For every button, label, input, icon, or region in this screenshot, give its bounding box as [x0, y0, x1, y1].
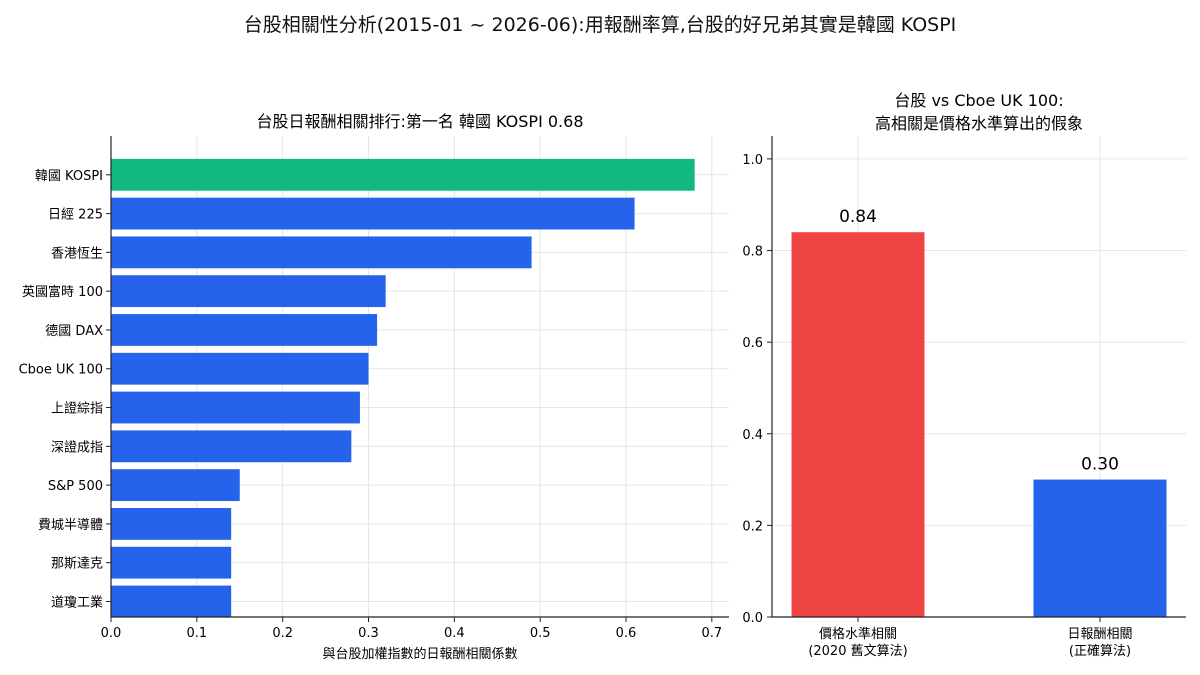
- right-x-tick-label-line1: 價格水準相關: [819, 626, 897, 642]
- left-x-tick-label: 0.4: [444, 626, 465, 641]
- right-y-tick-label: 1.0: [742, 153, 763, 168]
- left-bar: [111, 158, 695, 191]
- left-axes: [106, 136, 729, 622]
- left-y-tick-label: 德國 DAX: [45, 324, 103, 339]
- right-y-tick-label: 0.4: [742, 428, 763, 443]
- left-x-tick-label: 0.7: [701, 626, 722, 641]
- left-x-tick-label: 0.0: [101, 626, 122, 641]
- left-bar: [111, 197, 635, 230]
- right-y-tick-label: 0.0: [742, 611, 763, 626]
- left-bar: [111, 391, 360, 424]
- right-x-tick-label-line1: 日報酬相關: [1067, 627, 1132, 642]
- left-y-tick-label: 香港恆生: [51, 246, 103, 261]
- left-bar: [111, 275, 386, 308]
- left-chart-title: 台股日報酬相關排行:第一名 韓國 KOSPI 0.68: [256, 112, 583, 131]
- left-bar: [111, 236, 532, 269]
- left-bar-chart: 台股日報酬相關排行:第一名 韓國 KOSPI 0.68 韓國 KOSPI 日經 2…: [19, 112, 729, 662]
- right-chart-title: 台股 vs Cboe UK 100:: [894, 91, 1063, 110]
- left-x-tick-label: 0.1: [186, 626, 207, 641]
- left-y-tick-label: Cboe UK 100: [19, 363, 103, 378]
- right-x-tick-labels: 價格水準相關 (2020 舊文算法) 日報酬相關(正確算法): [808, 626, 1132, 659]
- left-bar: [111, 314, 378, 346]
- left-y-tick-label: 韓國 KOSPI: [35, 169, 103, 184]
- right-y-tick-label: 0.6: [742, 336, 763, 351]
- left-x-tick-label: 0.5: [530, 626, 551, 641]
- left-bar: [111, 352, 369, 385]
- left-x-tick-labels: 0.0 0.1 0.2 0.3 0.4 0.5 0.6 0.7: [101, 626, 723, 641]
- right-bars: 0.84 0.30: [791, 207, 1167, 617]
- right-y-tick-label: 0.8: [742, 245, 763, 260]
- right-y-tick-labels: 0.0 0.2 0.4 0.6 0.8 1.0: [742, 153, 763, 626]
- left-y-tick-label: 深證成指: [51, 439, 103, 455]
- left-bar: [111, 430, 352, 463]
- right-bar-data-label: 0.84: [839, 207, 877, 227]
- left-bar: [111, 546, 232, 579]
- left-x-tick-label: 0.2: [272, 626, 293, 641]
- left-y-tick-label: 道瓊工業: [51, 594, 103, 610]
- right-bar: [791, 232, 925, 617]
- right-x-tick-label-line2: (正確算法): [1069, 643, 1131, 659]
- left-y-tick-label: 那斯達克: [51, 557, 103, 572]
- right-bar: [1033, 479, 1167, 617]
- right-y-tick-label: 0.2: [742, 519, 763, 534]
- left-x-tick-label: 0.3: [358, 626, 379, 641]
- left-y-tick-label: S&P 500: [48, 479, 103, 494]
- right-chart-subtitle: 高相關是價格水準算出的假象: [875, 114, 1083, 133]
- left-y-tick-label: 英國富時 100: [22, 284, 103, 300]
- figure-title: 台股相關性分析(2015-01 ~ 2026-06):用報酬率算,台股的好兄弟其…: [243, 14, 957, 36]
- left-bar: [111, 585, 232, 618]
- left-y-tick-label: 費城半導體: [38, 518, 103, 533]
- right-bar-data-label: 0.30: [1081, 455, 1119, 475]
- left-x-axis-label: 與台股加權指數的日報酬相關係數: [322, 646, 517, 662]
- left-x-tick-label: 0.6: [616, 626, 637, 641]
- left-bar: [111, 469, 240, 502]
- left-bar: [111, 507, 232, 540]
- right-axes: [767, 136, 1186, 622]
- left-bars: [111, 158, 695, 618]
- left-y-tick-label: 日經 225: [48, 208, 103, 223]
- right-x-tick-label-line2: (2020 舊文算法): [808, 644, 907, 659]
- right-bar-chart: 台股 vs Cboe UK 100: 高相關是價格水準算出的假象 0.84 0.3…: [742, 91, 1186, 659]
- left-y-tick-label: 上證綜指: [51, 401, 103, 417]
